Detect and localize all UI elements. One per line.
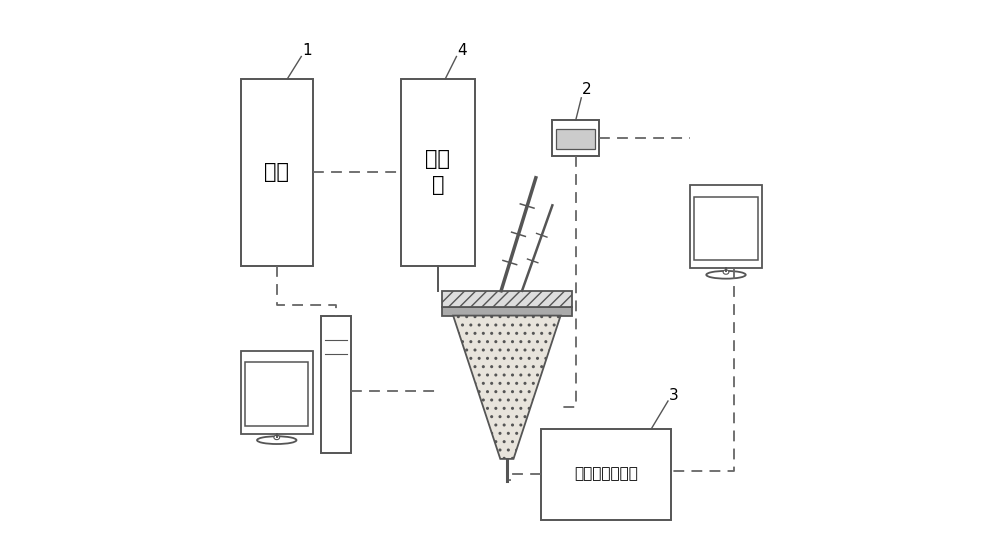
Bar [241, 351, 313, 434]
Text: 2: 2 [582, 82, 592, 97]
Ellipse shape [257, 437, 296, 444]
Bar [245, 362, 308, 426]
Bar [556, 129, 595, 148]
Bar [442, 291, 572, 307]
Bar [321, 316, 351, 453]
Bar [552, 120, 599, 156]
Text: 机器
人: 机器 人 [425, 149, 450, 196]
Text: 电源: 电源 [264, 162, 289, 182]
Ellipse shape [274, 435, 280, 440]
Bar [401, 79, 475, 266]
Text: 冷却速度控制器: 冷却速度控制器 [574, 466, 638, 481]
Text: 1: 1 [302, 44, 312, 59]
Polygon shape [453, 316, 561, 459]
Bar [690, 186, 762, 268]
Ellipse shape [723, 270, 729, 274]
Ellipse shape [706, 271, 746, 279]
Bar [694, 197, 758, 260]
Bar [541, 429, 671, 520]
Text: 4: 4 [457, 44, 467, 59]
Bar [241, 79, 313, 266]
Text: 3: 3 [669, 388, 678, 403]
Bar [442, 307, 572, 316]
